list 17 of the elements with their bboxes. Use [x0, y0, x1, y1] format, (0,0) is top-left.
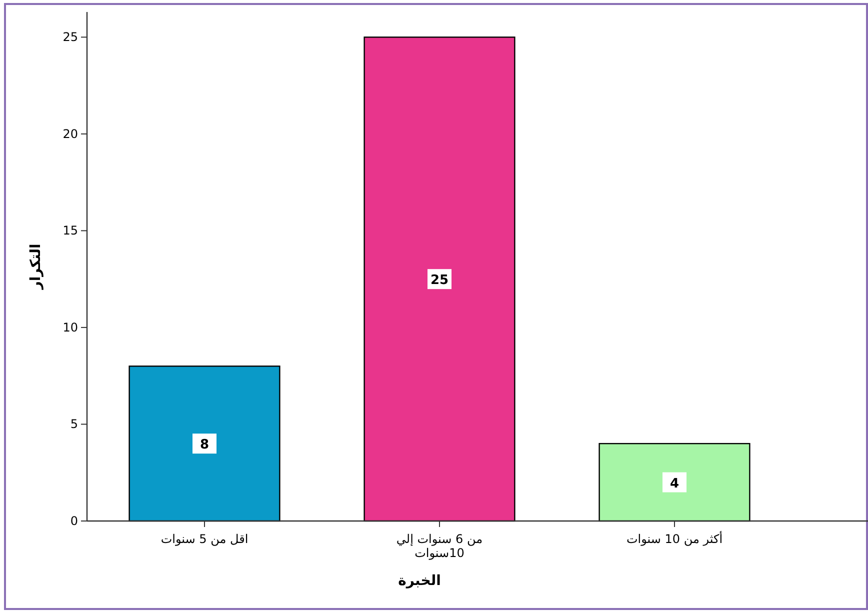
x-tick-label: أكثر من 10 سنوات: [626, 531, 723, 546]
y-tick-label: 20: [62, 126, 78, 141]
y-axis-title: التكرار: [28, 244, 44, 290]
data-label: 4: [670, 476, 680, 492]
y-tick-label: 10: [62, 320, 78, 334]
x-tick-label: من 6 سنوات إلي 10سنوات: [396, 532, 483, 560]
data-label: 25: [430, 273, 449, 288]
bar: [128, 366, 280, 522]
bar: [598, 442, 750, 522]
y-tick-label: 25: [62, 30, 78, 44]
y-tick-label: 0: [70, 514, 78, 528]
y-tick-label: 15: [62, 224, 78, 238]
bar: [364, 36, 516, 522]
y-tick-label: 5: [70, 417, 78, 432]
x-axis-title: الخبرة: [398, 573, 441, 589]
x-tick-label: اقل من 5 سنوات: [160, 532, 248, 546]
data-label: 8: [200, 438, 210, 453]
